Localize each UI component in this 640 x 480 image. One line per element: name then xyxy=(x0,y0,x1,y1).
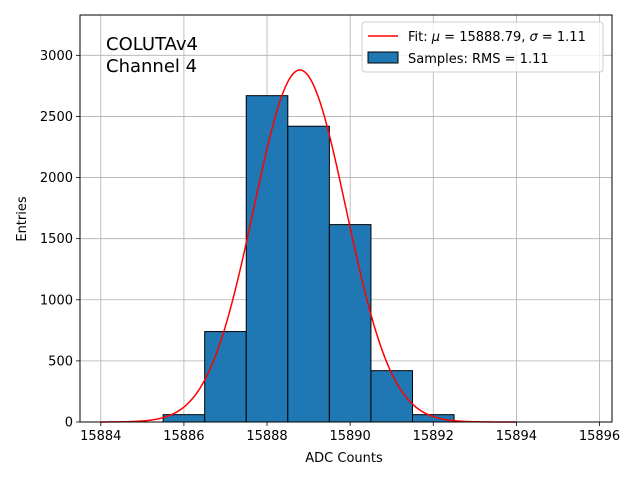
y-tick-label: 1000 xyxy=(40,293,73,308)
x-axis-ticks: 15884 15886 15888 15890 15892 15894 15896 xyxy=(80,422,620,444)
y-tick-label: 1500 xyxy=(40,232,73,247)
fit-curve-group xyxy=(100,69,517,423)
y-tick-label: 2000 xyxy=(40,171,73,186)
x-tick-label: 15892 xyxy=(413,429,454,444)
y-axis-label: Entries xyxy=(15,196,30,242)
legend-samples-label: Samples: RMS = 1.11 xyxy=(408,52,549,67)
x-tick-label: 15894 xyxy=(496,429,537,444)
legend-box xyxy=(361,21,604,73)
x-tick-label: 15884 xyxy=(80,429,121,444)
histogram-bar xyxy=(245,95,289,423)
y-tick-label: 2500 xyxy=(40,110,73,125)
x-axis-label: ADC Counts xyxy=(305,451,383,466)
legend-fit-mu-text: = 15888.79, xyxy=(440,30,529,45)
legend-fit-label: Fit: μ = 15888.79, σ = 1.11 xyxy=(408,30,586,45)
x-tick-label: 15896 xyxy=(579,429,620,444)
x-tick-label: 15886 xyxy=(163,429,204,444)
histogram-bar xyxy=(328,224,372,423)
x-tick-label: 15888 xyxy=(246,429,287,444)
histogram-bar xyxy=(204,331,247,423)
y-axis-ticks: 0 500 1000 1500 2000 2500 3000 xyxy=(40,49,80,431)
legend-samples-swatch xyxy=(367,51,399,64)
y-tick-label: 500 xyxy=(48,354,73,369)
annotation-line-2: Channel 4 xyxy=(106,56,197,77)
y-tick-label: 3000 xyxy=(40,49,73,64)
plot-frame xyxy=(79,14,613,423)
histogram-bar xyxy=(287,125,330,423)
legend-fit-sigma-text: = 1.11 xyxy=(538,30,586,45)
x-tick-label: 15890 xyxy=(329,429,370,444)
histogram-bar xyxy=(412,414,455,423)
legend: Fit: μ = 15888.79, σ = 1.11 Samples: RMS… xyxy=(361,21,604,73)
legend-fit-mu-symbol: μ xyxy=(431,30,440,45)
y-tick-label: 0 xyxy=(65,416,73,431)
fit-curve xyxy=(100,69,517,423)
legend-fit-prefix: Fit: xyxy=(408,30,432,45)
annotation-line-1: COLUTAv4 xyxy=(106,34,198,55)
legend-fit-sigma-symbol: σ xyxy=(530,30,539,45)
